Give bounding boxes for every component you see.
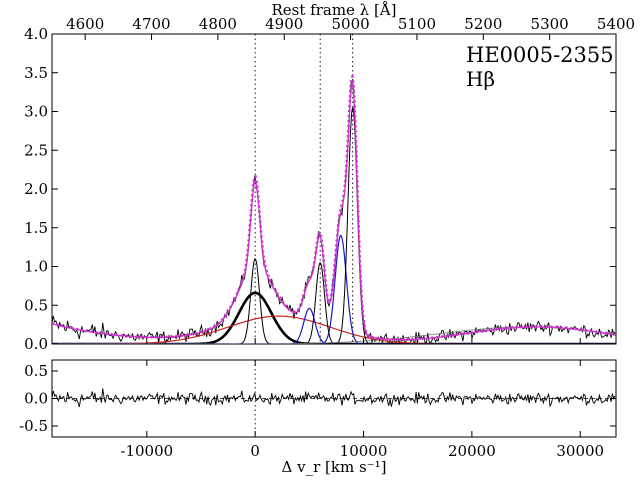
top-tick-label: 5400 xyxy=(597,15,635,33)
main-curves xyxy=(52,73,616,344)
top-tick-label: 5000 xyxy=(331,15,369,33)
x-tick-label: 10000 xyxy=(340,442,388,460)
y-tick-label: 0.5 xyxy=(24,296,48,314)
residual-y-tick-label: -0.5 xyxy=(19,417,48,435)
top-axis-label: Rest frame λ [Å] xyxy=(271,1,396,19)
x-tick-label: 20000 xyxy=(448,442,496,460)
y-tick-label: 3.5 xyxy=(24,64,48,82)
residual-y-ticks: 0.5 0.0 -0.5 xyxy=(19,362,616,435)
y-tick-label: 1.5 xyxy=(24,219,48,237)
y-tick-label: 2.5 xyxy=(24,141,48,159)
y-tick-label: 0.0 xyxy=(24,335,48,353)
residual-y-tick-label: 0.5 xyxy=(24,362,48,380)
total-fit-dotted-line xyxy=(52,73,616,341)
top-tick-label: 4900 xyxy=(265,15,303,33)
total-fit-line xyxy=(52,82,616,341)
y-tick-label: 2.0 xyxy=(24,180,48,198)
residual-curves xyxy=(52,360,616,437)
top-tick-label: 4700 xyxy=(132,15,170,33)
x-tick-label: 30000 xyxy=(556,442,604,460)
top-tick-label: 4600 xyxy=(66,15,104,33)
residual-panel: 0.5 0.0 -0.5 -10000 0 10000 20000 30000 Δ v_r … xyxy=(19,359,617,476)
y-tick-label: 1.0 xyxy=(24,258,48,276)
x-axis-label: Δ v_r [km s⁻¹] xyxy=(282,458,387,476)
top-tick-label: 4800 xyxy=(199,15,237,33)
x-tick-label: -10000 xyxy=(120,442,173,460)
component-oiii-blue-5007 xyxy=(52,234,616,344)
component-very-broad-gaussian xyxy=(52,315,616,344)
top-wavelength-ticks: 4600 4700 4800 4900 5000 5100 5200 5300 5400 xyxy=(66,15,635,40)
top-tick-label: 5200 xyxy=(464,15,502,33)
line-name: Hβ xyxy=(466,67,495,91)
component-narrow-5007 xyxy=(52,107,616,344)
y-tick-label: 3.0 xyxy=(24,103,48,121)
object-name: HE0005-2355 xyxy=(466,43,614,67)
top-tick-label: 5100 xyxy=(398,15,436,33)
top-tick-label: 5300 xyxy=(531,15,569,33)
residual-x-ticks: -10000 0 10000 20000 30000 xyxy=(120,360,604,460)
residual-line xyxy=(52,388,616,408)
x-tick-label: 0 xyxy=(250,442,260,460)
main-panel: 0.0 0.5 1.0 1.5 2.0 2.5 3.0 3.5 4.0 4600 4700 4800… xyxy=(24,1,635,353)
main-x-ticks xyxy=(146,338,581,344)
residual-y-tick-label: 0.0 xyxy=(24,390,48,408)
main-y-ticks: 0.0 0.5 1.0 1.5 2.0 2.5 3.0 3.5 4.0 xyxy=(24,25,616,353)
y-tick-label: 4.0 xyxy=(24,25,48,43)
observed-spectrum-line xyxy=(52,78,616,344)
